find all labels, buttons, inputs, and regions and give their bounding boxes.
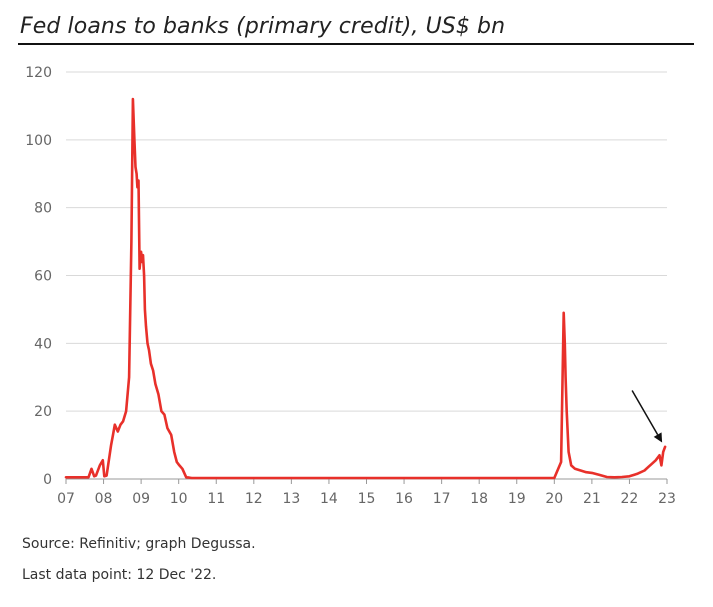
x-tick-label: 10	[170, 491, 188, 507]
source-note: Source: Refinitiv; graph Degussa.	[22, 536, 256, 552]
x-tick-label: 21	[583, 491, 601, 507]
x-tick-label: 15	[358, 491, 376, 507]
x-tick-label: 09	[132, 491, 150, 507]
chart-title: Fed loans to banks (primary credit), US$…	[20, 14, 506, 39]
y-tick-label: 60	[34, 269, 52, 285]
x-tick-label: 07	[57, 491, 75, 507]
x-tick-label: 19	[508, 491, 526, 507]
y-tick-label: 120	[25, 65, 52, 81]
x-tick-label: 22	[621, 491, 639, 507]
x-tick-label: 16	[395, 491, 413, 507]
x-tick-label: 20	[545, 491, 563, 507]
x-tick-label: 11	[207, 491, 225, 507]
x-tick-label: 17	[433, 491, 451, 507]
x-tick-label: 12	[245, 491, 263, 507]
title-rule	[18, 43, 694, 45]
x-tick-label: 13	[282, 491, 300, 507]
grid-lines	[66, 71, 667, 412]
y-tick-label: 80	[34, 201, 52, 217]
annotation-arrow	[631, 390, 663, 443]
y-tick-label: 100	[25, 133, 52, 149]
x-tick-label: 23	[658, 491, 676, 507]
y-tick-label: 40	[34, 336, 52, 352]
x-axis-ticks: 07 08 09 10 11 12 13 14 15 16 17 18 19 20 21 22 23	[57, 479, 676, 507]
y-axis-ticks: 0 20 40 60 80 100 120	[25, 65, 52, 488]
series-line	[64, 97, 667, 480]
y-tick-label: 0	[43, 472, 52, 488]
x-tick-label: 14	[320, 491, 338, 507]
last-data-note: Last data point: 12 Dec '22.	[22, 567, 217, 583]
x-tick-label: 18	[470, 491, 488, 507]
x-tick-label: 08	[95, 491, 113, 507]
y-tick-label: 20	[34, 404, 52, 420]
